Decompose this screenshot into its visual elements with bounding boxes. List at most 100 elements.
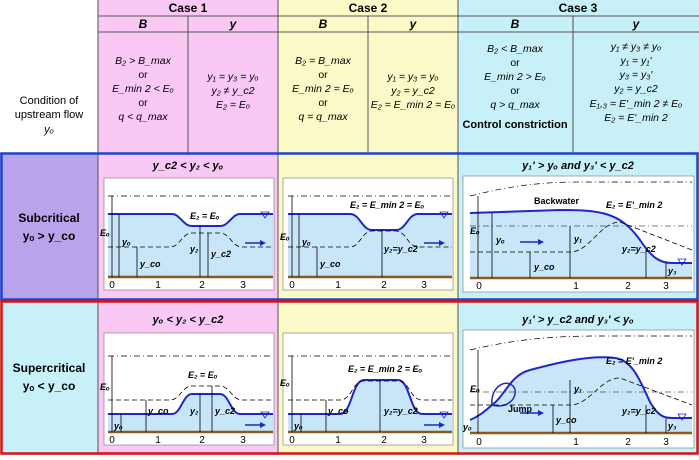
cond-case1-b: B₂ > B_max or E_min 2 < Eₒ or q < q_max	[112, 55, 174, 123]
label-y2eq: y₂=y_c2	[621, 406, 656, 416]
subcritical-case3-title: y₁' > yₒ and y₃' < y_c2	[521, 160, 634, 172]
cond-line: E₂ = E'_min 2	[604, 112, 668, 124]
supercritical-case3-title: y₁' > y_c2 and y₃' < yₒ	[521, 314, 634, 326]
label-E2Eo: E₂ = Eₒ	[190, 211, 220, 221]
supercritical-case3-panel: Eₒ yₒ y_co y₁ y₂=y_c2 y₃ E₂ = E'_min 2 J…	[462, 329, 695, 449]
subcritical-case1-panel: Eₒ yₒ y_co y₂ y_c2 E₂ = Eₒ 0 1 2 3	[100, 177, 275, 291]
label-yco: y_co	[139, 259, 161, 269]
label-y2eq: y₂=y_c2	[621, 244, 656, 254]
cond-line: E_min 2 > Eₒ	[484, 71, 546, 83]
label-Eo: Eₒ	[280, 232, 290, 242]
supercritical-condition: yₒ < y_co	[23, 379, 76, 393]
flow-arrow-head	[439, 422, 445, 428]
x-tick-0: 0	[476, 281, 482, 292]
x-tick-0: 0	[289, 280, 295, 291]
supercritical-title: Supercritical	[13, 361, 86, 375]
cond-line: or	[138, 97, 148, 109]
flow-arrow-head	[260, 240, 266, 246]
cond-line: E₂ = E_min 2 = Eₒ	[371, 99, 456, 111]
x-tick-1: 1	[573, 281, 579, 292]
subcritical-case12-title: y_c2 < y₂ < yₒ	[152, 160, 224, 172]
x-tick-1: 1	[335, 280, 341, 291]
label-yc2: y_c2	[214, 406, 235, 416]
x-tick-0: 0	[109, 435, 115, 446]
x-tick-0: 0	[109, 280, 115, 291]
cond-line: or	[510, 57, 520, 69]
cond-line: E_min 2 < Eₒ	[112, 83, 174, 95]
case1-header: Case 1	[169, 1, 208, 15]
label-yco: y_co	[533, 262, 555, 272]
label-yco: y_co	[319, 259, 341, 269]
x-tick-2: 2	[381, 435, 387, 446]
label-y2: y₂	[189, 244, 199, 254]
label-yco: y_co	[147, 406, 169, 416]
cond-line: y₂ = y_c2	[613, 83, 658, 95]
label-yo: yₒ	[301, 237, 311, 247]
cond-case2-y: y₁ = y₃ = yₒ y₂ = y_c2 E₂ = E_min 2 = Eₒ	[371, 71, 456, 111]
label-yco: y_co	[327, 406, 349, 416]
x-tick-3: 3	[421, 435, 427, 446]
cond-line: y₁ = y₁'	[619, 55, 652, 67]
label-yco: y_co	[555, 415, 577, 425]
label-Eo: Eₒ	[470, 226, 480, 236]
upstream-label-line3: yₒ	[43, 124, 54, 136]
cond-line: B₂ < B_max	[487, 43, 543, 55]
label-E2Eo: E₂ = Eₒ	[188, 370, 218, 380]
upstream-label-line1: Condition of	[20, 95, 80, 107]
subcritical-row-border	[0, 152, 699, 301]
water-body	[288, 380, 452, 432]
label-y2eq: y₂=y_c2	[383, 244, 418, 254]
supercritical-row-border	[0, 300, 699, 455]
subcritical-case2-panel: Eₒ yₒ y_co y₂=y_c2 E₂ = E_min 2 = Eₒ 0 1…	[280, 177, 454, 291]
flow-arrow-head	[538, 239, 544, 245]
water-surface-symbol	[677, 258, 687, 266]
water-surface	[469, 208, 692, 264]
water-body	[470, 210, 692, 278]
label-y3: y₃	[667, 266, 677, 276]
cond-line: or	[138, 69, 148, 81]
label-y3: y₃	[667, 421, 677, 431]
water-surface-symbol	[260, 411, 270, 419]
water-surface	[288, 213, 452, 231]
cond-line: E₂ = Eₒ	[216, 99, 250, 111]
label-Eo: Eₒ	[280, 378, 290, 388]
cond-line: E_min 2 = Eₒ	[292, 83, 354, 95]
flow-arrow-head	[538, 410, 544, 416]
water-surface	[108, 393, 273, 415]
label-backwater: Backwater	[534, 196, 580, 206]
supercritical-label-bg	[0, 301, 98, 455]
x-tick-1: 1	[573, 437, 579, 448]
x-tick-3: 3	[663, 281, 669, 292]
cond-line: q = q_max	[298, 111, 348, 123]
cond-line: E₁,₃ = E'_min 2 ≠ Eₒ	[590, 98, 683, 110]
cond-case3-y: y₁ ≠ y₃ ≠ yₒ y₁ = y₁' y₃ = y₃' y₂ = y_c2…	[590, 41, 683, 124]
cond-line: y₁ ≠ y₃ ≠ yₒ	[610, 41, 662, 53]
water-body	[108, 214, 273, 277]
x-tick-2: 2	[199, 435, 205, 446]
label-E2Eprime: E₂ = E'_min 2	[606, 200, 662, 210]
critical-depth-line	[288, 380, 452, 401]
energy-line	[469, 181, 692, 197]
label-y2: y₂	[189, 406, 199, 416]
control-constriction-label: Control constriction	[462, 119, 567, 131]
x-tick-2: 2	[381, 280, 387, 291]
x-tick-1: 1	[335, 435, 341, 446]
upstream-label-line2: upstream flow	[15, 109, 84, 121]
subcritical-label-bg	[0, 153, 98, 301]
cond-line: y₃ = y₃'	[619, 69, 654, 81]
flow-arrow-head	[260, 422, 266, 428]
cond-line: or	[318, 97, 328, 109]
x-tick-3: 3	[240, 435, 246, 446]
subcritical-title: Subcritical	[18, 211, 79, 225]
water-surface-symbol	[439, 411, 449, 419]
x-tick-1: 1	[155, 280, 161, 291]
x-tick-0: 0	[289, 435, 295, 446]
flow-arrow-head	[439, 240, 445, 246]
cond-line: q > q_max	[490, 99, 540, 111]
cond-line: B₂ > B_max	[115, 55, 171, 67]
case3-header: Case 3	[559, 1, 598, 15]
label-jump: Jump	[508, 404, 533, 414]
label-Eo: Eₒ	[470, 384, 480, 394]
label-E2Eprime: E₂ = E'_min 2	[606, 356, 662, 366]
